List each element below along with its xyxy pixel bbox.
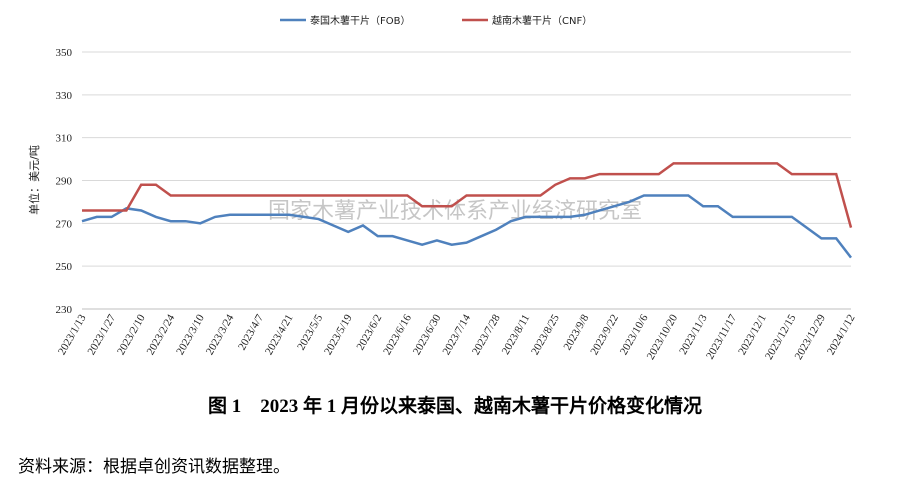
x-tick-label: 2023/4/7 xyxy=(236,312,266,352)
x-tick-label: 2023/3/10 xyxy=(174,312,207,357)
source-note: 资料来源：根据卓创资讯数据整理。 xyxy=(18,457,290,476)
x-tick-label: 2023/3/24 xyxy=(204,312,237,357)
x-tick-label: 2023/5/19 xyxy=(322,312,355,357)
series-line xyxy=(81,194,852,259)
legend-label: 泰国木薯干片（FOB） xyxy=(310,14,410,27)
y-tick-label: 310 xyxy=(56,133,73,145)
x-tick-label: 2023/1/27 xyxy=(85,312,118,357)
x-tick-label: 2024/1/12 xyxy=(825,313,858,358)
x-tick-label: 2023/8/11 xyxy=(500,313,533,357)
x-tick-label: 2023/1/13 xyxy=(56,312,89,357)
y-tick-label: 290 xyxy=(56,176,73,188)
y-axis-label: 单位：美元/吨 xyxy=(27,145,41,215)
series-line xyxy=(82,162,853,228)
x-tick-label: 2023/11/17 xyxy=(704,312,739,361)
x-tick-label: 2023/5/5 xyxy=(295,312,325,352)
x-tick-label: 2023/11/3 xyxy=(677,312,710,357)
caption: 图 1 2023 年 1 月份以来泰国、越南木薯干片价格变化情况 xyxy=(208,394,702,417)
y-tick-label: 230 xyxy=(56,304,73,316)
x-tick-label: 2023/2/10 xyxy=(115,312,148,357)
x-tick-label: 2023/12/29 xyxy=(793,312,829,362)
y-tick-label: 270 xyxy=(56,218,73,230)
x-tick-label: 2023/8/25 xyxy=(529,312,562,357)
x-tick-label: 2023/4/21 xyxy=(263,313,296,358)
x-tick-label: 2023/6/2 xyxy=(354,313,384,353)
x-tick-label: 2023/2/24 xyxy=(145,312,178,357)
x-tick-label: 2023/9/22 xyxy=(588,313,621,358)
x-tick-label: 2023/7/14 xyxy=(440,312,473,357)
x-tick-label: 2023/6/30 xyxy=(411,312,444,357)
x-tick-label: 2023/10/6 xyxy=(618,312,651,357)
y-tick-label: 350 xyxy=(56,47,73,59)
x-tick-label: 2023/6/16 xyxy=(381,312,414,357)
x-tick-label: 2023/7/28 xyxy=(470,312,503,357)
x-tick-label: 2023/10/20 xyxy=(645,312,681,362)
y-tick-label: 250 xyxy=(56,261,73,273)
y-tick-label: 330 xyxy=(56,90,73,102)
x-tick-label: 2023/9/8 xyxy=(561,312,591,352)
x-tick-label: 2023/12/1 xyxy=(736,313,769,358)
legend-label: 越南木薯干片（CNF） xyxy=(492,14,592,27)
